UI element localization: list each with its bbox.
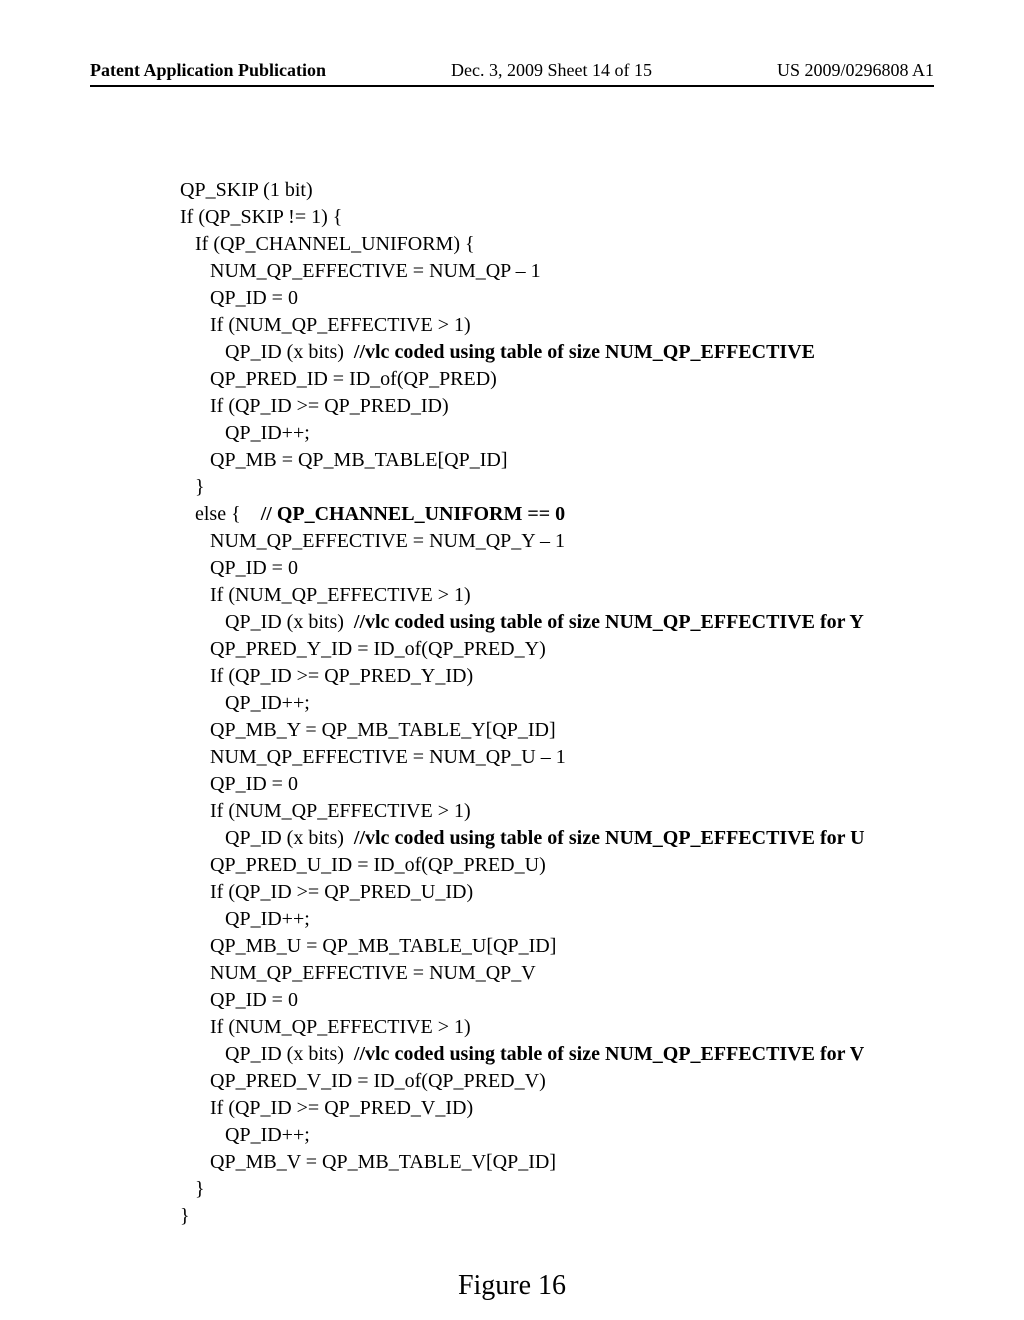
figure-caption: Figure 16 xyxy=(90,1270,934,1302)
pseudocode-block: QP_SKIP (1 bit) If (QP_SKIP != 1) { If (… xyxy=(180,177,934,1230)
page-header: Patent Application Publication Dec. 3, 2… xyxy=(90,60,934,81)
code-line: If (NUM_QP_EFFECTIVE > 1) xyxy=(180,1016,471,1038)
code-comment: //vlc coded using table of size NUM_QP_E… xyxy=(354,827,865,849)
header-left: Patent Application Publication xyxy=(90,60,326,81)
code-line: QP_PRED_V_ID = ID_of(QP_PRED_V) xyxy=(180,1070,546,1092)
code-line: NUM_QP_EFFECTIVE = NUM_QP_V xyxy=(180,962,536,984)
code-line: QP_ID (x bits) xyxy=(180,611,354,633)
code-comment: //vlc coded using table of size NUM_QP_E… xyxy=(354,1043,864,1065)
code-line: QP_MB_U = QP_MB_TABLE_U[QP_ID] xyxy=(180,935,556,957)
page: Patent Application Publication Dec. 3, 2… xyxy=(0,0,1024,1320)
code-line: If (QP_ID >= QP_PRED_U_ID) xyxy=(180,881,473,903)
code-line: QP_ID = 0 xyxy=(180,557,298,579)
code-comment: //vlc coded using table of size NUM_QP_E… xyxy=(354,341,815,363)
code-line: } xyxy=(180,1205,190,1227)
code-line: QP_ID (x bits) xyxy=(180,827,354,849)
code-line: QP_PRED_ID = ID_of(QP_PRED) xyxy=(180,368,497,390)
code-line: If (NUM_QP_EFFECTIVE > 1) xyxy=(180,314,471,336)
code-line: QP_ID = 0 xyxy=(180,287,298,309)
code-line: } xyxy=(180,476,205,498)
code-line: else { xyxy=(180,503,261,525)
code-line: } xyxy=(180,1178,205,1200)
code-line: QP_MB_V = QP_MB_TABLE_V[QP_ID] xyxy=(180,1151,556,1173)
code-line: QP_SKIP (1 bit) xyxy=(180,179,313,201)
code-line: If (QP_ID >= QP_PRED_Y_ID) xyxy=(180,665,473,687)
code-line: QP_ID++; xyxy=(180,1124,310,1146)
code-line: QP_MB = QP_MB_TABLE[QP_ID] xyxy=(180,449,507,471)
header-mid: Dec. 3, 2009 Sheet 14 of 15 xyxy=(451,60,652,81)
code-line: NUM_QP_EFFECTIVE = NUM_QP – 1 xyxy=(180,260,541,282)
code-line: QP_MB_Y = QP_MB_TABLE_Y[QP_ID] xyxy=(180,719,556,741)
code-line: If (NUM_QP_EFFECTIVE > 1) xyxy=(180,584,471,606)
code-line: QP_ID++; xyxy=(180,422,310,444)
code-line: QP_PRED_Y_ID = ID_of(QP_PRED_Y) xyxy=(180,638,546,660)
code-line: QP_ID = 0 xyxy=(180,989,298,1011)
code-line: If (QP_ID >= QP_PRED_V_ID) xyxy=(180,1097,473,1119)
code-line: If (QP_CHANNEL_UNIFORM) { xyxy=(180,233,475,255)
code-line: If (QP_SKIP != 1) { xyxy=(180,206,342,228)
code-line: QP_PRED_U_ID = ID_of(QP_PRED_U) xyxy=(180,854,546,876)
code-line: QP_ID (x bits) xyxy=(180,341,354,363)
code-line: NUM_QP_EFFECTIVE = NUM_QP_U – 1 xyxy=(180,746,566,768)
code-line: QP_ID (x bits) xyxy=(180,1043,354,1065)
header-right: US 2009/0296808 A1 xyxy=(777,60,934,81)
code-line: QP_ID = 0 xyxy=(180,773,298,795)
header-rule xyxy=(90,85,934,87)
code-comment: // QP_CHANNEL_UNIFORM == 0 xyxy=(261,503,565,525)
code-line: If (NUM_QP_EFFECTIVE > 1) xyxy=(180,800,471,822)
code-line: NUM_QP_EFFECTIVE = NUM_QP_Y – 1 xyxy=(180,530,565,552)
code-line: QP_ID++; xyxy=(180,908,310,930)
code-line: QP_ID++; xyxy=(180,692,310,714)
code-line: If (QP_ID >= QP_PRED_ID) xyxy=(180,395,449,417)
code-comment: //vlc coded using table of size NUM_QP_E… xyxy=(354,611,864,633)
